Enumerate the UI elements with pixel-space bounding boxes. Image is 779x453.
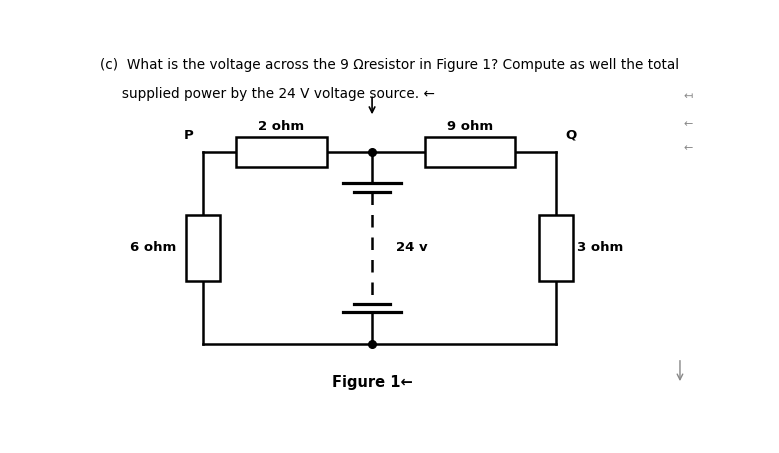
Text: 9 ohm: 9 ohm xyxy=(447,120,493,133)
Bar xyxy=(539,215,573,281)
Text: supplied power by the 24 V voltage source. ←: supplied power by the 24 V voltage sourc… xyxy=(100,87,435,101)
Text: P: P xyxy=(184,129,194,141)
Text: 24 v: 24 v xyxy=(397,241,428,255)
Text: 6 ohm: 6 ohm xyxy=(129,241,176,255)
Text: ↤: ↤ xyxy=(683,91,693,101)
Text: 2 ohm: 2 ohm xyxy=(259,120,305,133)
Text: Figure 1←: Figure 1← xyxy=(332,375,412,390)
Bar xyxy=(425,137,516,167)
Text: (c)  What is the voltage across the 9 Ωresistor in Figure 1? Compute as well the: (c) What is the voltage across the 9 Ωre… xyxy=(100,58,679,72)
Text: ←: ← xyxy=(683,144,693,154)
Bar xyxy=(186,215,220,281)
Text: Q: Q xyxy=(566,129,576,141)
Text: 3 ohm: 3 ohm xyxy=(577,241,623,255)
Bar xyxy=(236,137,327,167)
Text: ←: ← xyxy=(683,119,693,129)
